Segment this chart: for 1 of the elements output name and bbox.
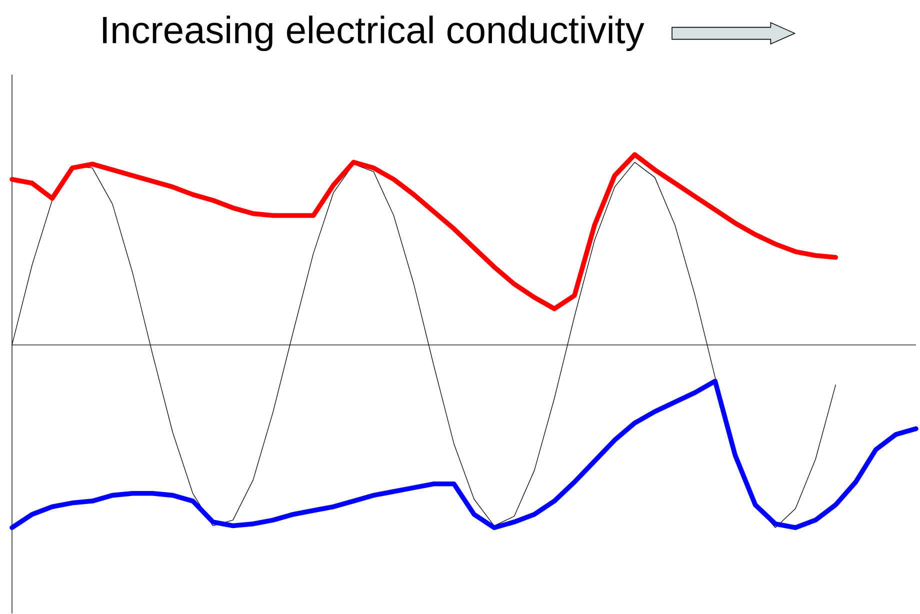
- chart-title: Increasing electrical conductivity: [103, 16, 644, 52]
